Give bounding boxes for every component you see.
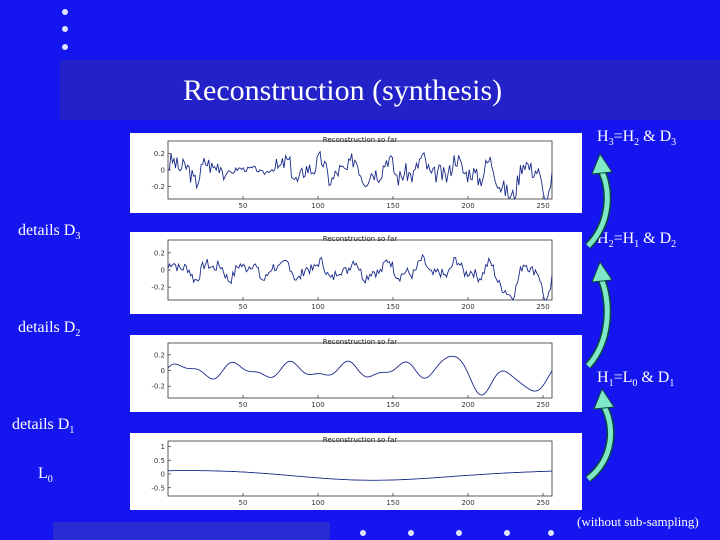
- y-tick-label: 0: [161, 367, 165, 375]
- x-tick-label: 150: [386, 401, 399, 409]
- label-details-d1: details D1: [12, 416, 75, 437]
- formula-h3: H3=H2 & D3: [597, 128, 677, 149]
- x-tick-label: 250: [536, 303, 549, 311]
- y-tick-label: 0.2: [154, 351, 165, 359]
- chart-title: Reconstruction so far: [323, 235, 398, 243]
- chart-panel-l0: Reconstruction so far 50 100 150 200 250 1 0.5 0…: [130, 433, 582, 510]
- x-tick-label: 50: [239, 303, 248, 311]
- x-tick-label: 200: [461, 303, 474, 311]
- plot-frame: [167, 342, 553, 399]
- decor-dot: [548, 530, 554, 536]
- y-tick-label: -0.2: [151, 284, 165, 292]
- chart-title: Reconstruction so far: [323, 136, 398, 144]
- formula-h2: H2=H1 & D2: [597, 230, 677, 251]
- curved-arrow-icon: [585, 152, 613, 249]
- y-tick-label: -0.5: [151, 484, 165, 492]
- decor-dot: [62, 9, 68, 15]
- slide-title: Reconstruction (synthesis): [183, 74, 503, 107]
- x-tick-label: 150: [386, 499, 399, 507]
- decor-dot: [62, 26, 68, 32]
- decor-dot: [360, 530, 366, 536]
- x-tick-label: 200: [461, 401, 474, 409]
- x-tick-label: 150: [386, 303, 399, 311]
- y-tick-label: 0: [161, 471, 165, 479]
- y-tick-label: 0.2: [154, 249, 165, 257]
- curved-arrow-icon: [585, 387, 615, 483]
- chart-title: Reconstruction so far: [323, 338, 398, 346]
- y-tick-label: 0.2: [154, 150, 165, 158]
- curved-arrow-icon: [584, 260, 613, 369]
- x-tick-label: 100: [311, 303, 324, 311]
- x-tick-label: 200: [461, 499, 474, 507]
- x-tick-label: 50: [239, 401, 248, 409]
- chart-panel-h3: Reconstruction so far 50 100 150 200 250 0.2 0 -…: [130, 133, 582, 213]
- chart-panel-h1: Reconstruction so far 50 100 150 200 250 0.2 0 -…: [130, 335, 582, 412]
- chart-panel-h2: Reconstruction so far 50 100 150 200 250 0.2 0 -…: [130, 232, 582, 314]
- x-tick-label: 100: [311, 202, 324, 210]
- chart-h1: Reconstruction so far 50 100 150 200 250 0.2 0 -…: [151, 338, 553, 409]
- chart-h3: Reconstruction so far 50 100 150 200 250 0.2 0 -…: [151, 136, 553, 210]
- bottom-bar: [53, 522, 330, 540]
- x-tick-label: 100: [311, 401, 324, 409]
- title-bar: [60, 60, 720, 120]
- x-tick-label: 200: [461, 202, 474, 210]
- x-tick-label: 150: [386, 202, 399, 210]
- label-l0: L0: [38, 465, 53, 486]
- label-details-d2: details D2: [18, 319, 81, 340]
- label-details-d3: details D3: [18, 222, 81, 243]
- series-line: [168, 470, 553, 481]
- y-tick-label: 1: [161, 443, 165, 451]
- x-tick-label: 250: [536, 499, 549, 507]
- chart-title: Reconstruction so far: [323, 436, 398, 444]
- y-tick-label: 0: [161, 267, 165, 275]
- x-tick-label: 250: [536, 401, 549, 409]
- y-tick-label: 0.5: [154, 457, 165, 465]
- chart-h2: Reconstruction so far 50 100 150 200 250 0.2 0 -…: [151, 235, 553, 311]
- decor-dot: [408, 530, 414, 536]
- plot-frame: [167, 440, 553, 497]
- y-tick-label: -0.2: [151, 383, 165, 391]
- decor-dot: [504, 530, 510, 536]
- chart-l0: Reconstruction so far 50 100 150 200 250 1 0.5 0…: [151, 436, 553, 507]
- x-tick-label: 100: [311, 499, 324, 507]
- plot-frame: [167, 140, 553, 200]
- note-without-subsampling: (without sub-sampling): [577, 514, 699, 529]
- decor-dot: [456, 530, 462, 536]
- decor-dot: [62, 44, 68, 50]
- series-line: [167, 253, 553, 301]
- x-tick-label: 50: [239, 202, 248, 210]
- x-tick-label: 250: [536, 202, 549, 210]
- x-tick-label: 50: [239, 499, 248, 507]
- y-tick-label: 0: [161, 167, 165, 175]
- series-line: [167, 355, 553, 396]
- y-tick-label: -0.2: [151, 183, 165, 191]
- formula-h1: H1=L0 & D1: [597, 369, 675, 390]
- series-line: [167, 150, 553, 201]
